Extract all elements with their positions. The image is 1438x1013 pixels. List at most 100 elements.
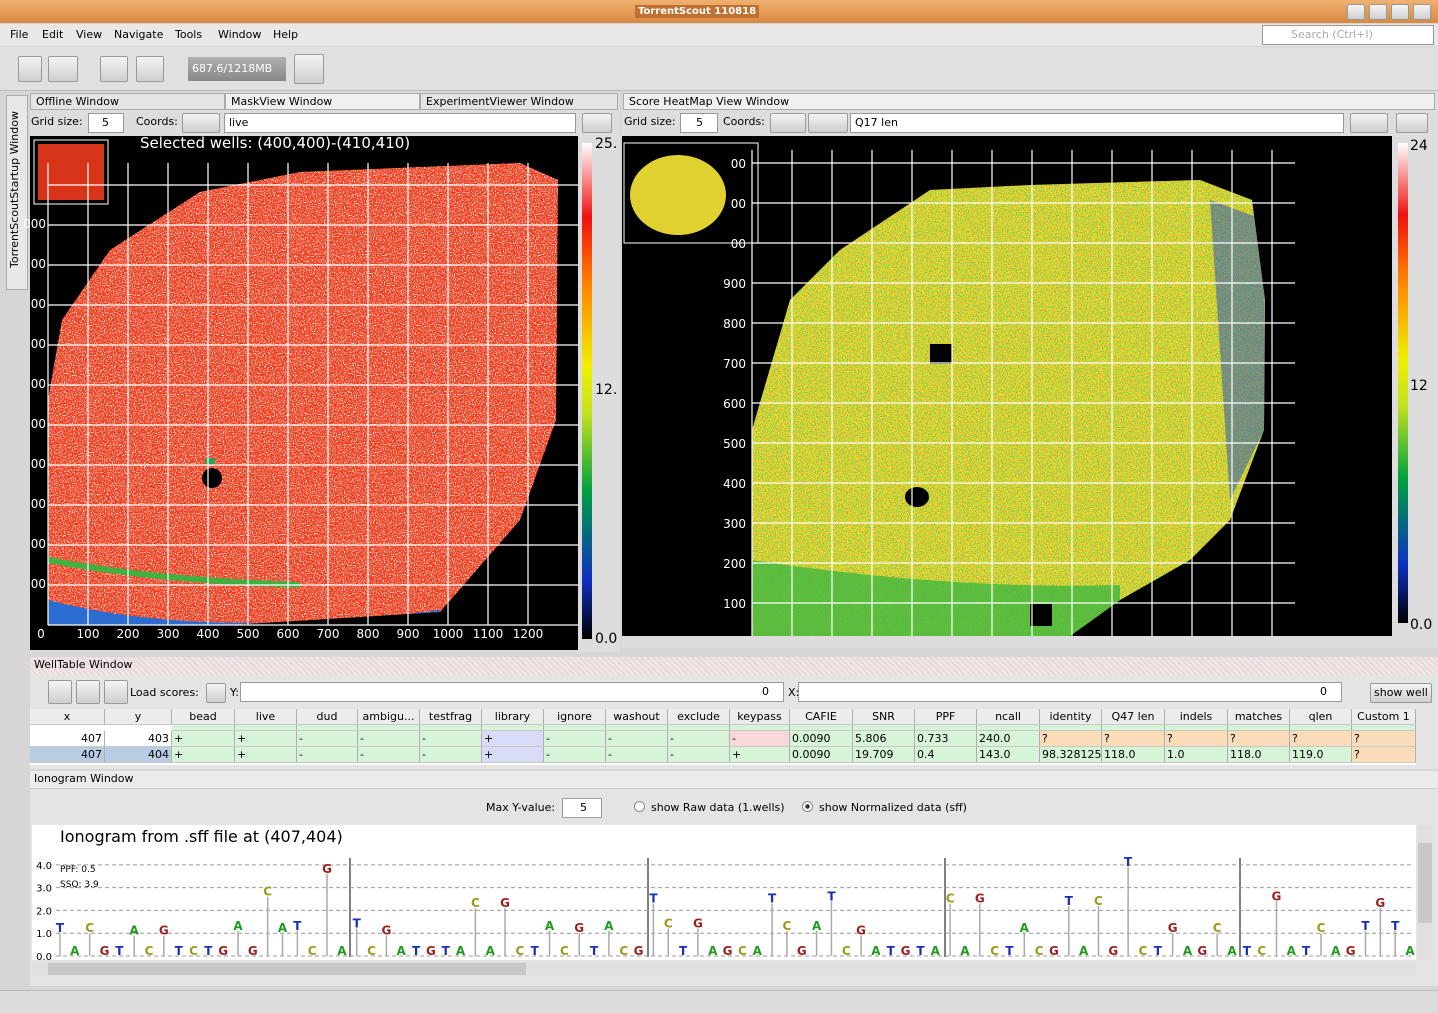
base-label: G [1346,944,1356,958]
raw-radio[interactable] [634,801,645,812]
x-tick-label: 600 [277,627,300,641]
score-dropdown[interactable]: Q17 len [850,113,1344,133]
grid-size-spinner[interactable]: 5 [88,113,124,133]
table-cell: + [235,747,297,763]
memory-indicator[interactable]: 687.6/1218MB [188,57,286,81]
table-cell: ? [1352,731,1416,747]
menu-item[interactable]: Navigate [114,28,164,41]
column-header[interactable]: exclude [668,709,730,725]
column-header[interactable]: bead [172,709,235,725]
max-y-spinner[interactable]: 5 [562,798,602,818]
search-field[interactable]: Search (Ctrl+I) [1262,25,1434,45]
table-cell: 0.733 [915,731,977,747]
y-tick-label: 00 [31,297,46,311]
gc-button[interactable] [294,54,324,84]
column-header[interactable]: qlen [1290,709,1352,725]
column-header[interactable]: washout [606,709,668,725]
base-label: T [115,944,124,958]
settings-button[interactable] [1350,113,1388,133]
column-header[interactable]: CAFIE [790,709,853,725]
save-button[interactable] [104,680,128,704]
x-tick-label: 900 [397,627,420,641]
base-label: G [322,862,332,876]
table-cell: - [730,731,790,747]
table-cell [790,724,853,731]
table-cell: ? [1228,731,1290,747]
menu-item[interactable]: File [10,28,29,41]
column-header[interactable]: identity [1040,709,1102,725]
refresh-button[interactable] [582,113,612,133]
show-well-button[interactable]: show well [1370,683,1432,703]
y-tick-label: 00 [31,577,46,591]
base-label: G [500,896,510,910]
side-tab[interactable] [6,95,28,290]
column-header[interactable]: library [482,709,544,725]
column-header[interactable]: live [235,709,297,725]
base-label: G [1168,921,1178,935]
base-label: A [1183,944,1193,958]
column-header[interactable]: x [30,709,105,725]
up-button[interactable] [1347,4,1365,20]
y-tick-label: 600 [723,397,746,411]
base-label: G [1375,896,1385,910]
close-button[interactable] [1413,4,1431,20]
menu-item[interactable]: View [76,28,103,41]
open-button[interactable] [18,56,42,82]
menu-item[interactable]: Edit [42,28,64,41]
x-tick-label: 300 [157,627,180,641]
base-label: C [145,944,154,958]
tab[interactable]: MaskView Window [225,93,420,110]
filter-button[interactable] [48,680,72,704]
column-header[interactable]: SNR [853,709,915,725]
y-tick-label: 800 [723,317,746,331]
y-field[interactable]: 0 [240,682,784,702]
column-header[interactable]: dud [297,709,358,725]
coords-label: Coords: [723,115,765,128]
tab[interactable]: ExperimentViewer Window [420,93,618,110]
table-cell [1228,724,1290,731]
norm-radio[interactable] [802,801,813,812]
base-label: C [515,944,524,958]
base-label: T [590,944,599,958]
tab[interactable]: Offline Window [30,93,225,110]
refresh-button[interactable] [1396,113,1428,133]
column-header[interactable]: ncall [977,709,1040,725]
column-header[interactable]: Q47 len [1102,709,1165,725]
column-header[interactable]: Custom 1 [1352,709,1416,725]
menu-item[interactable]: Window [218,28,262,41]
save-button[interactable] [48,56,78,82]
table-cell: + [730,747,790,763]
column-header[interactable]: keypass [730,709,790,725]
base-label: T [768,892,777,906]
minimize-button[interactable] [1369,4,1387,20]
base-label: C [619,944,628,958]
maximize-button[interactable] [1391,4,1409,20]
column-header[interactable]: indels [1165,709,1228,725]
view-button[interactable] [808,113,848,133]
menu-item[interactable]: Help [273,28,299,41]
column-header[interactable]: testfrag [420,709,482,725]
x-tick-label: 700 [317,627,340,641]
undo-button[interactable] [100,56,128,82]
x-tick-label: 400 [197,627,220,641]
menu-item[interactable]: Tools [175,28,203,41]
load-scores-checkbox[interactable] [206,683,226,703]
base-label: C [1139,944,1148,958]
redo-button[interactable] [136,56,164,82]
grid-size-spinner[interactable]: 5 [680,113,718,133]
coords-button[interactable] [182,113,220,133]
column-header[interactable]: matches [1228,709,1290,725]
x-field[interactable]: 0 [798,682,1342,702]
norm-option: show Normalized data (sff) [819,801,967,814]
column-header[interactable]: PPF [915,709,977,725]
column-header[interactable]: y [105,709,172,725]
column-header[interactable]: ignore [544,709,606,725]
dice-button[interactable] [76,680,100,704]
coords-button[interactable] [770,113,806,133]
column-header[interactable]: ambigu... [358,709,420,725]
menu-bar [0,24,1438,46]
y-tick-label: 00 [31,257,46,271]
tab[interactable]: Score HeatMap View Window [623,93,1435,110]
table-cell: 407 [30,747,105,763]
selection-dropdown[interactable]: live [224,113,576,133]
